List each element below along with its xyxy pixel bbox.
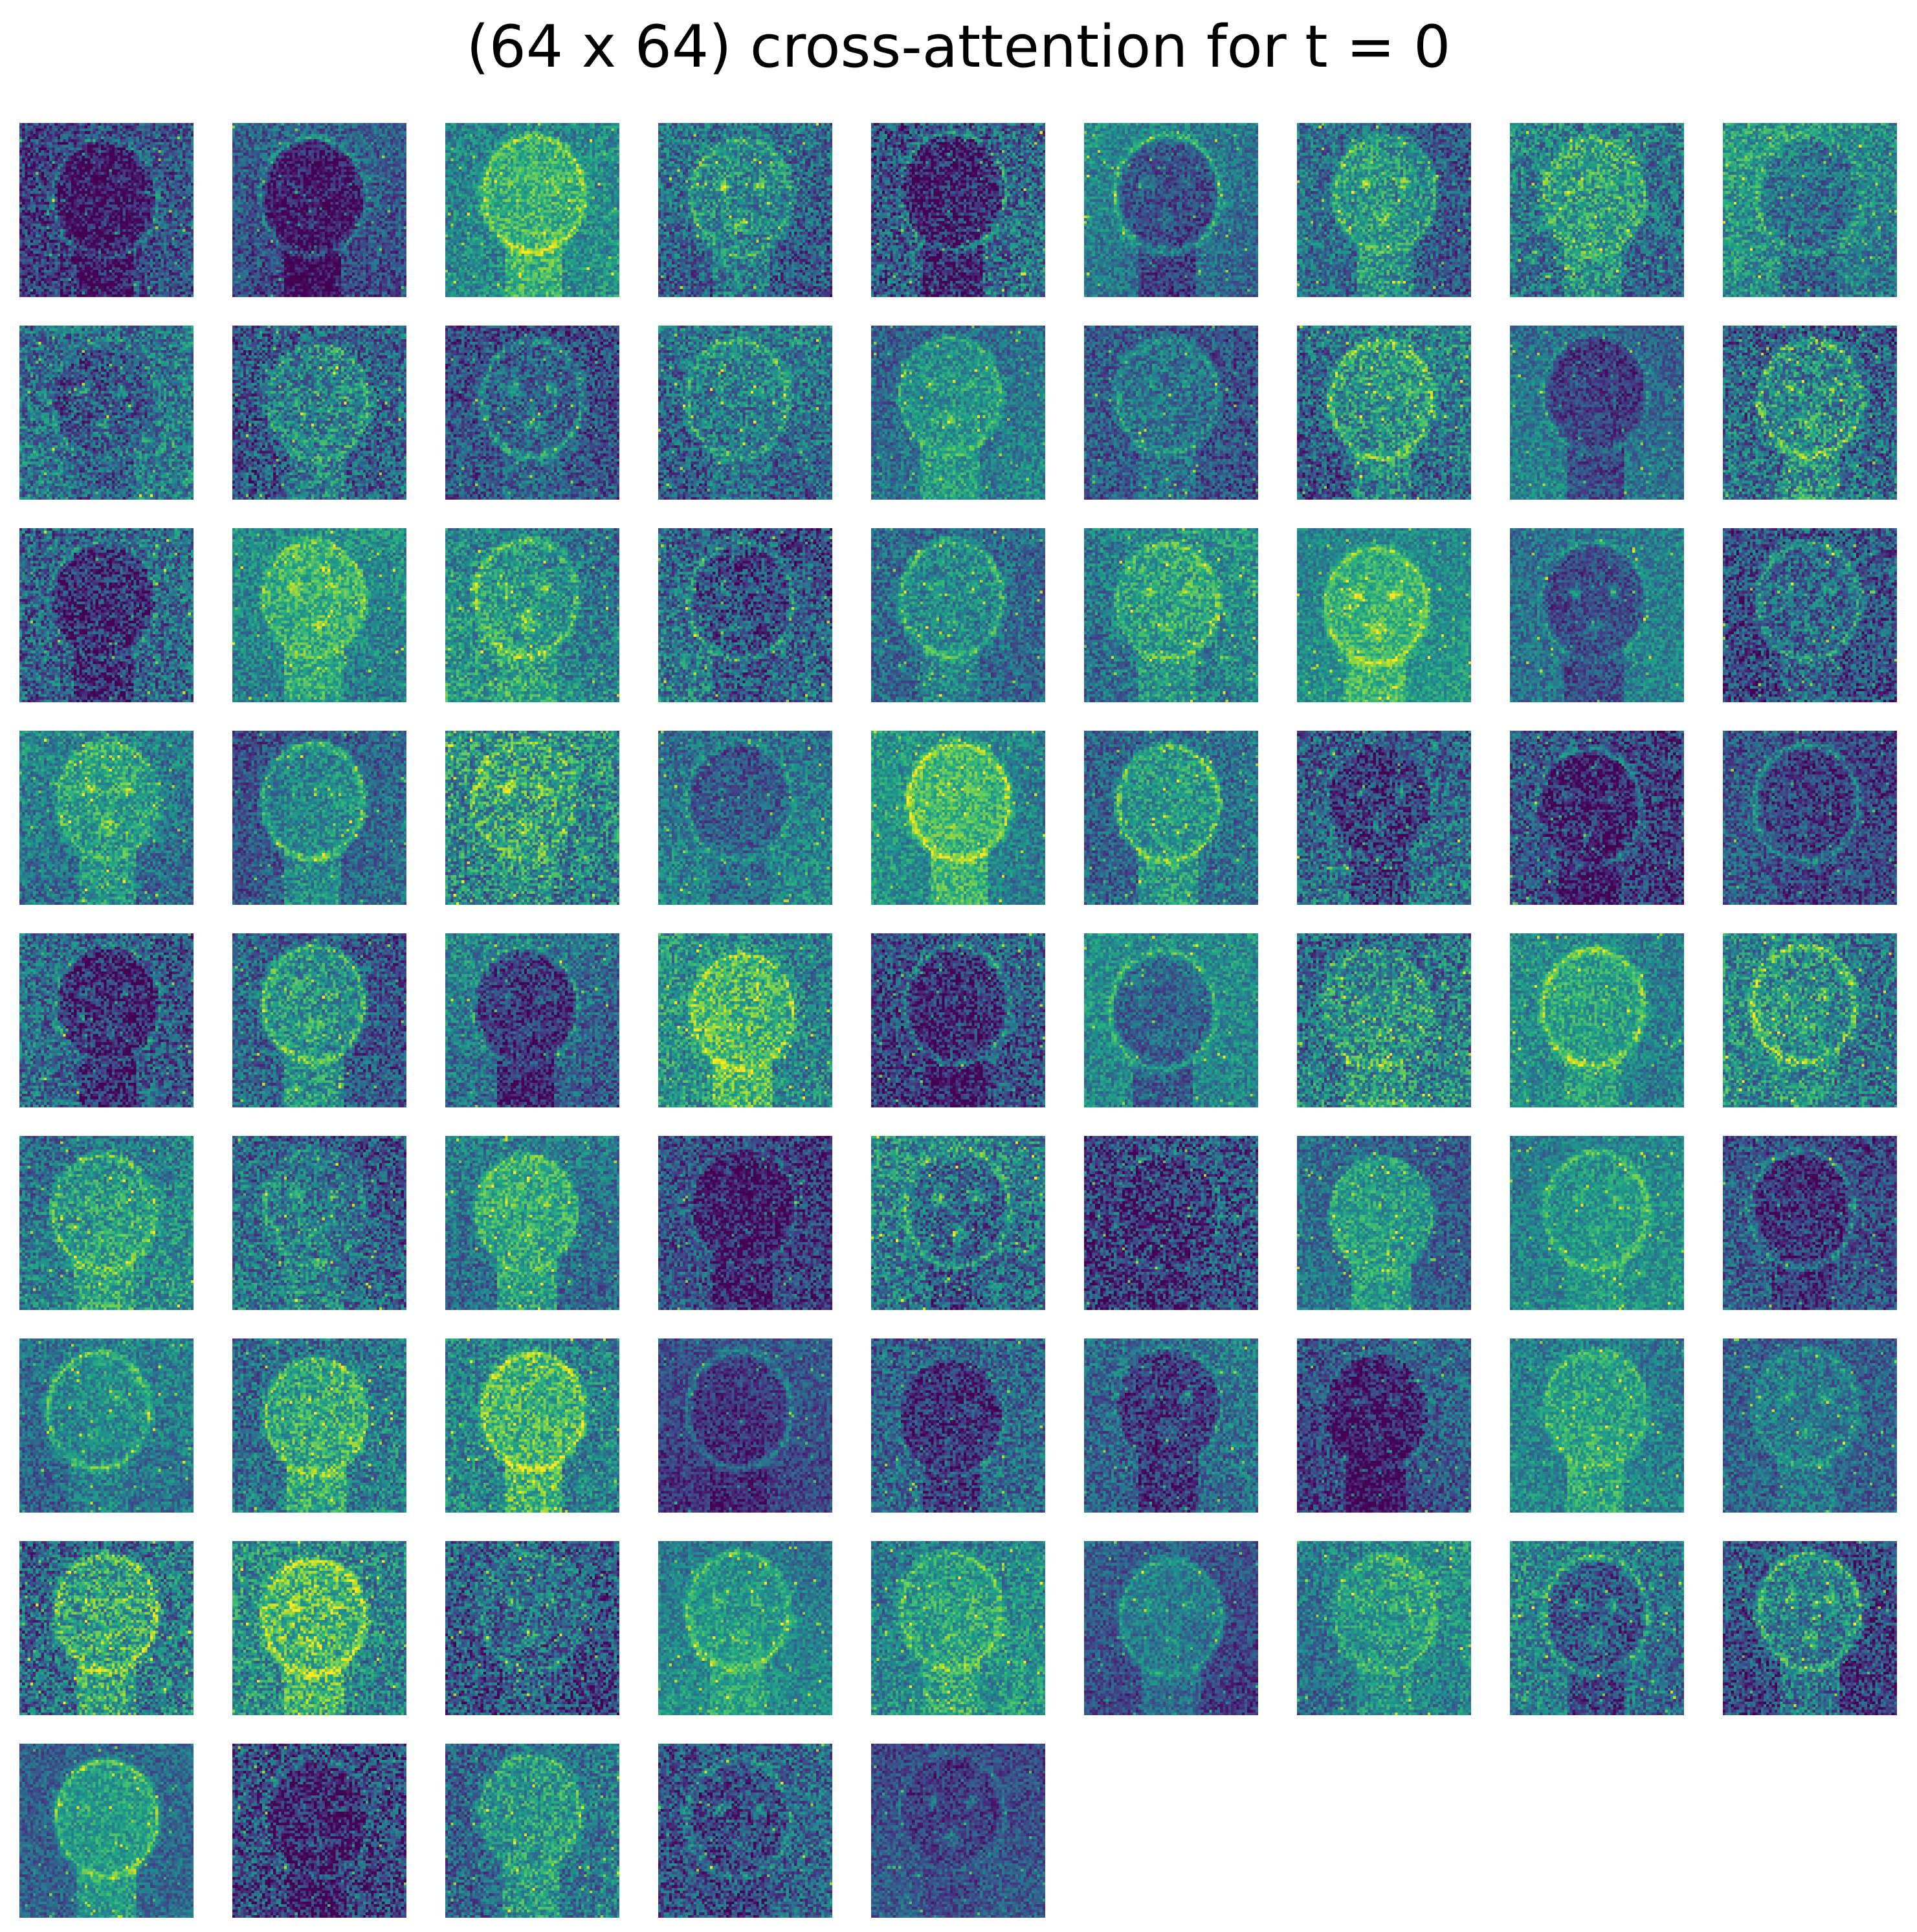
- attention-map-panel: [871, 1136, 1045, 1310]
- attention-map-panel: [871, 933, 1045, 1107]
- attention-map-panel: [1297, 933, 1471, 1107]
- attention-map-panel: [232, 326, 406, 500]
- attention-map-panel: [1510, 123, 1684, 297]
- attention-map-panel: [1297, 731, 1471, 905]
- attention-map-panel: [1297, 123, 1471, 297]
- attention-map-panel: [232, 1136, 406, 1310]
- attention-map-panel: [19, 326, 194, 500]
- attention-map-panel: [871, 1541, 1045, 1715]
- attention-map-panel: [445, 123, 619, 297]
- attention-map-panel: [1297, 326, 1471, 500]
- attention-map-panel: [1084, 933, 1258, 1107]
- attention-map-panel: [871, 731, 1045, 905]
- attention-map-panel: [1297, 528, 1471, 702]
- attention-map-panel: [871, 123, 1045, 297]
- attention-map-panel: [1297, 1136, 1471, 1310]
- attention-map-panel: [658, 731, 832, 905]
- attention-map-panel: [1297, 1541, 1471, 1715]
- attention-map-panel: [445, 326, 619, 500]
- attention-map-panel: [19, 528, 194, 702]
- attention-map-panel: [1510, 731, 1684, 905]
- attention-map-panel: [1297, 1338, 1471, 1513]
- attention-map-panel: [445, 1136, 619, 1310]
- attention-map-panel: [1084, 731, 1258, 905]
- attention-map-panel: [232, 1541, 406, 1715]
- attention-map-panel: [1510, 326, 1684, 500]
- attention-map-panel: [871, 1744, 1045, 1918]
- attention-map-panel: [871, 1338, 1045, 1513]
- attention-map-panel: [658, 326, 832, 500]
- attention-map-panel: [1723, 123, 1897, 297]
- attention-map-panel: [1723, 1338, 1897, 1513]
- attention-map-panel: [1084, 1136, 1258, 1310]
- attention-map-panel: [232, 528, 406, 702]
- attention-map-panel: [1723, 528, 1897, 702]
- attention-map-panel: [658, 933, 832, 1107]
- attention-map-panel: [1084, 1541, 1258, 1715]
- attention-map-panel: [19, 123, 194, 297]
- attention-map-panel: [19, 1338, 194, 1513]
- attention-map-panel: [1084, 123, 1258, 297]
- attention-map-panel: [232, 1338, 406, 1513]
- attention-map-panel: [19, 731, 194, 905]
- attention-map-panel: [1084, 326, 1258, 500]
- attention-map-panel: [445, 731, 619, 905]
- attention-map-panel: [1084, 528, 1258, 702]
- attention-map-panel: [871, 326, 1045, 500]
- attention-map-panel: [19, 1744, 194, 1918]
- attention-map-panel: [1723, 731, 1897, 905]
- attention-map-panel: [232, 933, 406, 1107]
- attention-map-panel: [1084, 1338, 1258, 1513]
- attention-map-panel: [1510, 933, 1684, 1107]
- attention-map-panel: [871, 528, 1045, 702]
- attention-map-panel: [19, 933, 194, 1107]
- attention-map-panel: [445, 933, 619, 1107]
- attention-map-panel: [1723, 1136, 1897, 1310]
- attention-map-panel: [445, 528, 619, 702]
- attention-map-panel: [232, 123, 406, 297]
- attention-map-panel: [1723, 1541, 1897, 1715]
- attention-map-panel: [658, 528, 832, 702]
- attention-map-panel: [658, 1744, 832, 1918]
- attention-map-panel: [1510, 1136, 1684, 1310]
- attention-map-panel: [445, 1338, 619, 1513]
- attention-map-panel: [232, 1744, 406, 1918]
- attention-map-panel: [232, 731, 406, 905]
- attention-map-panel: [1510, 528, 1684, 702]
- attention-map-panel: [1723, 326, 1897, 500]
- attention-map-panel: [1510, 1338, 1684, 1513]
- attention-map-panel: [445, 1541, 619, 1715]
- figure-title: (64 x 64) cross-attention for t = 0: [466, 13, 1451, 81]
- attention-map-panel: [445, 1744, 619, 1918]
- attention-map-panel: [1510, 1541, 1684, 1715]
- attention-map-panel: [19, 1541, 194, 1715]
- attention-map-panel: [658, 1541, 832, 1715]
- attention-map-panel: [19, 1136, 194, 1310]
- attention-map-panel: [658, 1136, 832, 1310]
- attention-map-panel: [658, 1338, 832, 1513]
- attention-map-panel: [1723, 933, 1897, 1107]
- attention-map-panel: [658, 123, 832, 297]
